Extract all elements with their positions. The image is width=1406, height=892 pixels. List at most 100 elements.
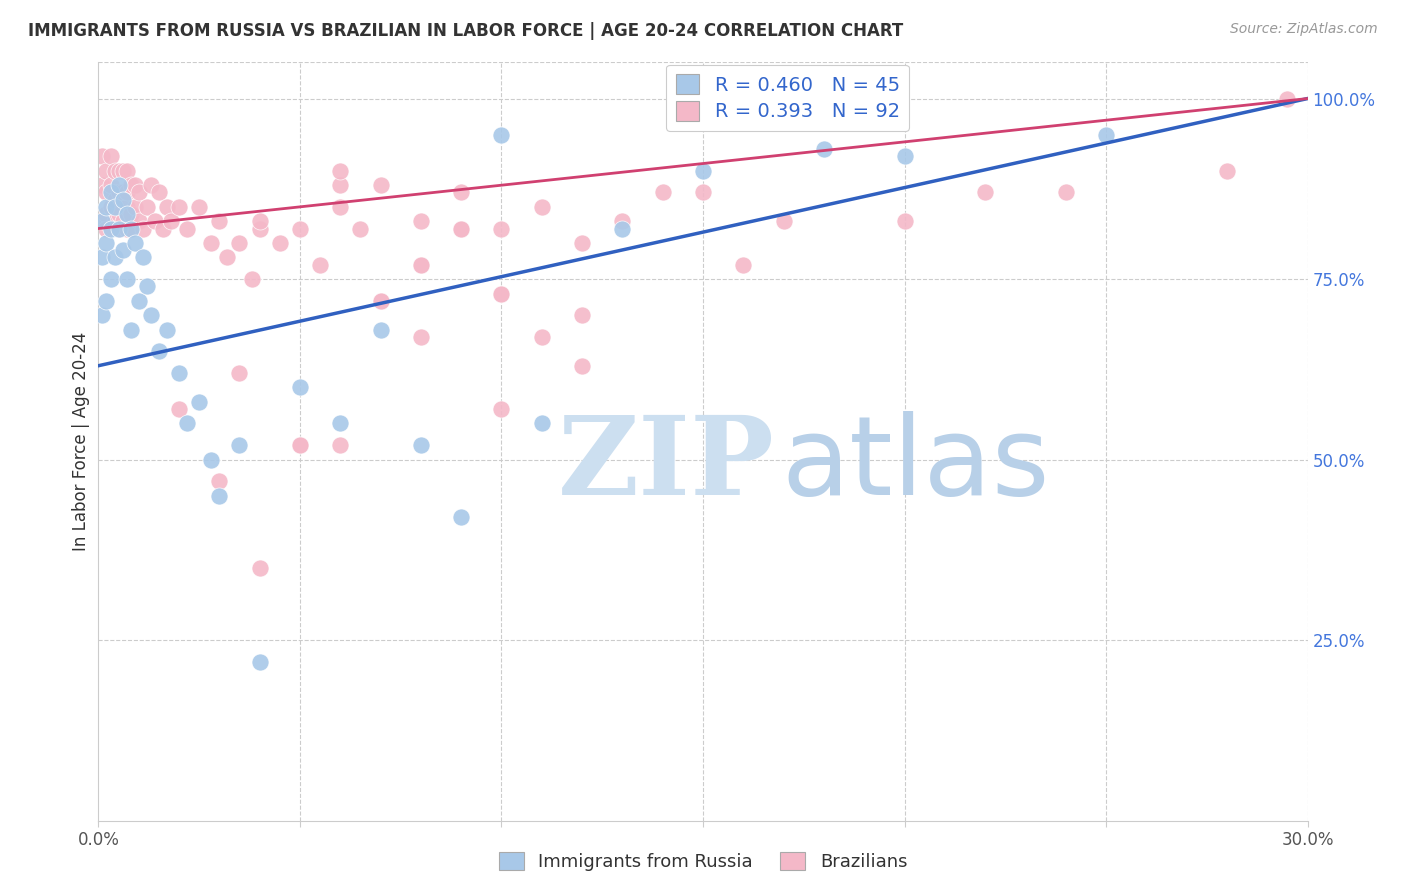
Point: [115, 186, 138, 200]
Point: [269, 235, 291, 250]
Point: [409, 258, 432, 272]
Point: [409, 330, 432, 344]
Point: [288, 221, 311, 235]
Point: [249, 221, 271, 235]
Point: [103, 251, 125, 265]
Point: [370, 293, 392, 308]
Point: [893, 214, 915, 228]
Point: [96, 293, 118, 308]
Point: [96, 186, 118, 200]
Point: [152, 221, 174, 235]
Point: [249, 561, 271, 575]
Point: [200, 235, 222, 250]
Point: [208, 475, 231, 489]
Point: [571, 359, 593, 373]
Point: [228, 235, 250, 250]
Point: [733, 258, 755, 272]
Point: [91, 251, 114, 265]
Point: [115, 221, 138, 235]
Point: [329, 163, 352, 178]
Point: [167, 200, 190, 214]
Point: [132, 221, 155, 235]
Point: [491, 286, 513, 301]
Point: [103, 163, 125, 178]
Point: [124, 235, 146, 250]
Point: [96, 207, 118, 221]
Point: [208, 214, 231, 228]
Point: [103, 193, 125, 207]
Point: [96, 235, 118, 250]
Point: [188, 394, 211, 409]
Legend: R = 0.460   N = 45, R = 0.393   N = 92: R = 0.460 N = 45, R = 0.393 N = 92: [666, 64, 910, 131]
Point: [370, 178, 392, 193]
Point: [1054, 186, 1077, 200]
Point: [893, 149, 915, 163]
Point: [115, 272, 138, 286]
Point: [288, 438, 311, 452]
Point: [100, 178, 122, 193]
Point: [176, 221, 198, 235]
Point: [228, 366, 250, 380]
Point: [156, 323, 179, 337]
Point: [120, 207, 142, 221]
Point: [288, 438, 311, 452]
Point: [329, 200, 352, 214]
Point: [450, 221, 472, 235]
Point: [208, 489, 231, 503]
Point: [309, 258, 332, 272]
Point: [491, 402, 513, 417]
Point: [111, 163, 134, 178]
Point: [148, 344, 170, 359]
Point: [124, 200, 146, 214]
Y-axis label: In Labor Force | Age 20-24: In Labor Force | Age 20-24: [72, 332, 90, 551]
Point: [409, 214, 432, 228]
Point: [107, 186, 129, 200]
Point: [612, 214, 634, 228]
Point: [111, 243, 134, 257]
Point: [107, 178, 129, 193]
Point: [139, 308, 162, 322]
Point: [200, 452, 222, 467]
Point: [91, 308, 114, 322]
Point: [115, 163, 138, 178]
Point: [111, 214, 134, 228]
Point: [176, 417, 198, 431]
Point: [240, 272, 263, 286]
Point: [107, 221, 129, 235]
Point: [228, 438, 250, 452]
Point: [571, 235, 593, 250]
Point: [100, 149, 122, 163]
Point: [692, 186, 714, 200]
Point: [120, 221, 142, 235]
Point: [409, 438, 432, 452]
Point: [156, 200, 179, 214]
Point: [249, 655, 271, 669]
Point: [128, 293, 150, 308]
Point: [120, 178, 142, 193]
Point: [692, 163, 714, 178]
Point: [188, 200, 211, 214]
Text: ZIP: ZIP: [558, 411, 775, 517]
Point: [491, 221, 513, 235]
Point: [91, 214, 114, 228]
Point: [329, 417, 352, 431]
Point: [91, 178, 114, 193]
Point: [91, 214, 114, 228]
Point: [143, 214, 166, 228]
Point: [450, 221, 472, 235]
Point: [115, 200, 138, 214]
Point: [128, 186, 150, 200]
Point: [813, 142, 835, 156]
Point: [135, 200, 157, 214]
Point: [100, 186, 122, 200]
Point: [107, 221, 129, 235]
Point: [107, 163, 129, 178]
Point: [491, 286, 513, 301]
Point: [139, 178, 162, 193]
Point: [111, 193, 134, 207]
Point: [450, 186, 472, 200]
Point: [103, 214, 125, 228]
Point: [1095, 128, 1118, 142]
Point: [530, 200, 553, 214]
Point: [349, 221, 371, 235]
